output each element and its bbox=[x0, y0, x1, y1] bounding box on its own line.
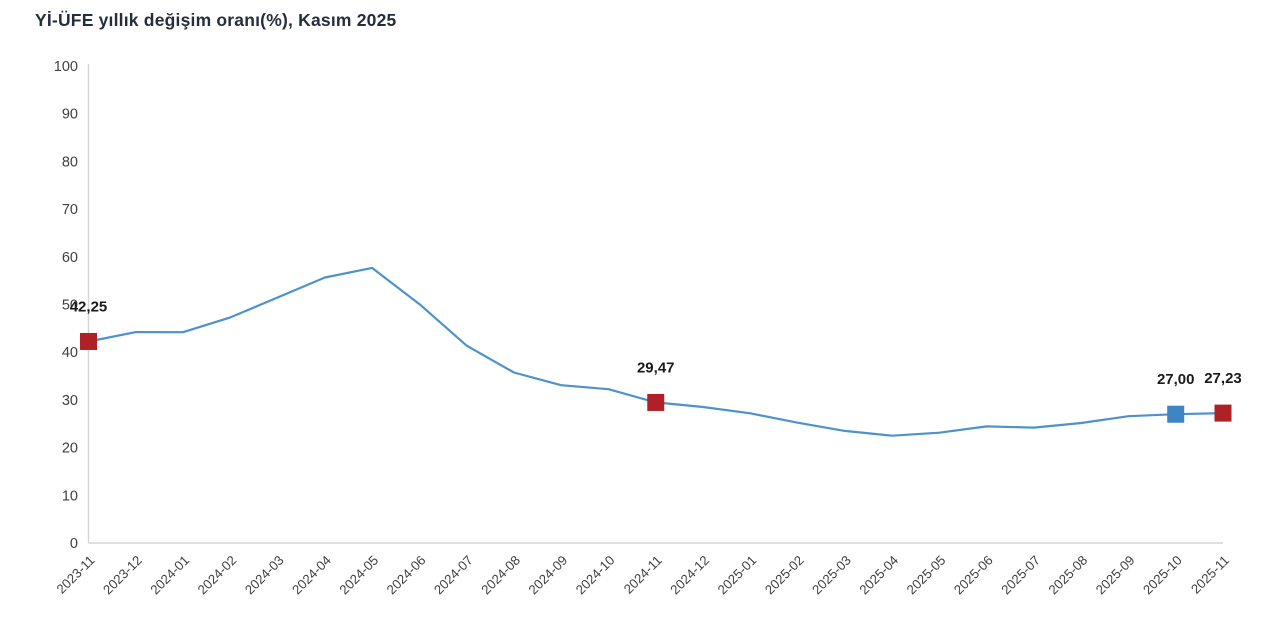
x-tick-label: 2024-02 bbox=[195, 553, 240, 598]
x-tick-label: 2024-07 bbox=[431, 553, 476, 598]
x-tick-label: 2025-10 bbox=[1140, 553, 1185, 598]
x-tick-label: 2025-09 bbox=[1093, 553, 1138, 598]
x-tick-label: 2025-04 bbox=[856, 553, 901, 598]
x-tick-label: 2024-10 bbox=[573, 553, 618, 598]
y-tick-label: 100 bbox=[54, 59, 78, 75]
y-tick-label: 50 bbox=[62, 298, 78, 314]
y-tick-label: 70 bbox=[62, 202, 78, 218]
y-tick-label: 40 bbox=[62, 345, 78, 361]
y-tick-labels: 0 10 20 30 40 50 60 70 80 90 100 bbox=[54, 59, 78, 552]
x-tick-label: 2025-05 bbox=[904, 553, 949, 598]
x-tick-label: 2023-11 bbox=[53, 553, 97, 597]
x-tick-label: 2025-11 bbox=[1188, 553, 1232, 597]
y-tick-label: 10 bbox=[62, 488, 78, 504]
x-tick-label: 2024-09 bbox=[525, 553, 570, 598]
point-annotations: 42,25 29,47 27,00 27,23 bbox=[70, 298, 1242, 388]
marker-2023-11 bbox=[80, 332, 97, 350]
x-tick-label: 2024-11 bbox=[621, 553, 665, 597]
x-tick-labels: 2023-11 2023-12 2024-01 2024-02 2024-03 2024-… bbox=[53, 553, 1232, 598]
annotation-2025-11: 27,23 bbox=[1204, 370, 1242, 387]
marker-2024-11 bbox=[647, 393, 665, 411]
x-tick-label: 2024-06 bbox=[384, 553, 429, 598]
x-tick-label: 2024-01 bbox=[147, 553, 192, 598]
x-tick-label: 2025-02 bbox=[762, 553, 807, 598]
y-tick-label: 20 bbox=[62, 441, 78, 457]
y-tick-label: 60 bbox=[62, 250, 78, 266]
x-tick-label: 2023-12 bbox=[100, 553, 145, 598]
x-tick-label: 2024-03 bbox=[242, 553, 287, 598]
chart-title: Yİ-ÜFE yıllık değişim oranı(%), Kasım 20… bbox=[35, 10, 397, 30]
x-tick-label: 2025-03 bbox=[809, 553, 854, 598]
highlight-markers bbox=[80, 332, 1232, 423]
y-tick-label: 80 bbox=[62, 154, 78, 170]
annotation-2024-11: 29,47 bbox=[637, 359, 675, 376]
marker-2025-11 bbox=[1214, 404, 1232, 422]
x-tick-label: 2025-07 bbox=[998, 553, 1043, 598]
y-tick-label: 30 bbox=[62, 393, 78, 409]
x-tick-label: 2024-04 bbox=[289, 553, 334, 598]
y-tick-label: 90 bbox=[62, 107, 78, 123]
x-tick-label: 2024-05 bbox=[336, 553, 381, 598]
x-tick-label: 2025-08 bbox=[1045, 553, 1090, 598]
annotation-2025-10: 27,00 bbox=[1157, 371, 1195, 388]
marker-2025-10 bbox=[1167, 405, 1185, 423]
x-tick-label: 2024-12 bbox=[667, 553, 712, 598]
x-tick-label: 2024-08 bbox=[478, 553, 523, 598]
x-tick-label: 2025-01 bbox=[715, 553, 760, 598]
y-tick-label: 0 bbox=[70, 536, 78, 552]
x-tick-label: 2025-06 bbox=[951, 553, 996, 598]
annotation-2023-11: 42,25 bbox=[70, 298, 108, 315]
